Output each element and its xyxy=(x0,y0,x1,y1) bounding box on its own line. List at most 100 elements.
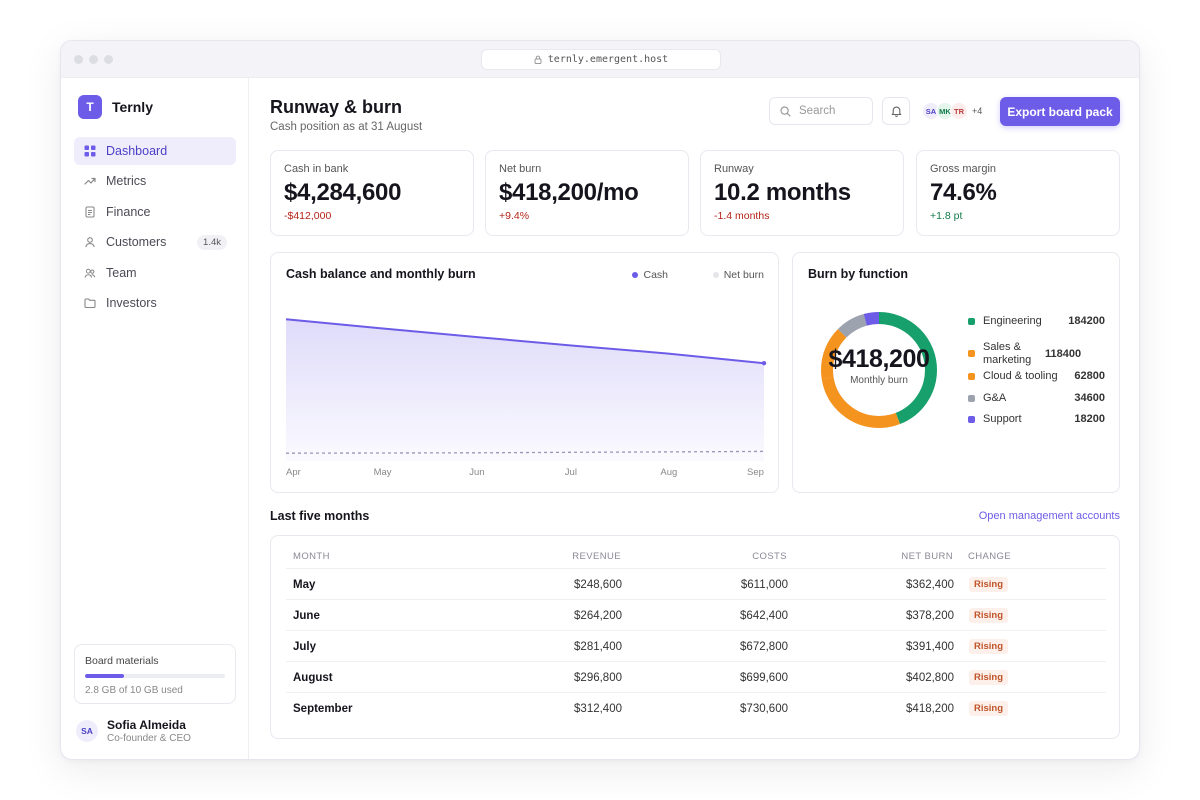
window-close-dot[interactable] xyxy=(74,55,83,64)
bell-icon xyxy=(891,106,901,117)
cell-revenue: $264,200 xyxy=(574,610,622,622)
window-zoom-dot[interactable] xyxy=(104,55,113,64)
page-subtitle: Cash position as at 31 August xyxy=(270,121,423,133)
cell-costs: $699,600 xyxy=(740,672,788,684)
export-board-pack-button[interactable]: Export board pack xyxy=(1000,97,1120,126)
user-name: Sofia Almeida xyxy=(107,718,186,732)
window-minimize-dot[interactable] xyxy=(89,55,98,64)
sidebar-item-dashboard[interactable]: Dashboard xyxy=(74,137,236,165)
legend-label: Support xyxy=(983,413,1022,425)
cell-net-burn: $391,400 xyxy=(906,641,954,653)
sidebar-item-label: Metrics xyxy=(106,174,147,189)
browser-window: ternly.emergent.host T Ternly Dashboard … xyxy=(60,40,1140,760)
donut-center-label: Monthly burn xyxy=(850,375,908,386)
column-header-month: MONTH xyxy=(293,551,330,562)
column-header-change: CHANGE xyxy=(968,551,1012,562)
table-row[interactable]: May $248,600 $611,000 $362,400 Rising xyxy=(286,568,1106,599)
avatar: MK xyxy=(936,102,954,120)
sidebar-item-metrics[interactable]: Metrics xyxy=(74,167,236,195)
open-management-accounts-link[interactable]: Open management accounts xyxy=(978,510,1120,522)
legend-swatch xyxy=(968,415,975,423)
avatar: SA xyxy=(76,720,98,742)
table-row[interactable]: June $264,200 $642,400 $378,200 Rising xyxy=(286,599,1106,630)
collaborator-avatars[interactable]: SA MK TR +4 xyxy=(922,102,982,120)
chart-title: Cash balance and monthly burn xyxy=(286,267,476,281)
sidebar-item-customers[interactable]: Customers 1.4k xyxy=(74,228,236,256)
document-icon xyxy=(85,206,95,218)
kpi-label: Net burn xyxy=(499,163,542,175)
cash-balance-chart-card: Cash balance and monthly burn Cash Net b… xyxy=(270,252,779,493)
kpi-label: Runway xyxy=(714,163,754,175)
kpi-value: $4,284,600 xyxy=(284,179,402,206)
sidebar-item-investors[interactable]: Investors xyxy=(74,289,236,317)
brand-logo: T xyxy=(78,95,102,119)
donut-slice-support[interactable] xyxy=(821,312,937,428)
page-title: Runway & burn xyxy=(270,97,403,117)
storage-usage-text: 2.8 GB of 10 GB used xyxy=(85,685,183,696)
table-row[interactable]: September $312,400 $730,600 $418,200 Ris… xyxy=(286,692,1106,723)
legend-value: 184200 xyxy=(1068,315,1105,328)
sidebar-item-label: Finance xyxy=(106,204,151,219)
kpi-delta: -$412,000 xyxy=(284,210,332,222)
legend-swatch xyxy=(968,350,975,358)
legend-value: 62800 xyxy=(1074,370,1105,383)
cash-series-line xyxy=(285,318,765,365)
main-content: Runway & burn Cash position as at 31 Aug… xyxy=(270,78,1120,759)
kpi-gross-margin: Gross margin 74.6% +1.8 pt xyxy=(916,150,1120,236)
cell-revenue: $312,400 xyxy=(574,703,622,715)
kpi-delta: +1.8 pt xyxy=(930,210,963,222)
storage-progress-bar xyxy=(85,674,225,678)
donut-slice-cloud-tooling[interactable] xyxy=(821,312,937,428)
x-tick-label: Jun xyxy=(469,467,485,478)
customers-count-badge: 1.4k xyxy=(197,235,227,251)
address-bar[interactable]: ternly.emergent.host xyxy=(481,49,721,70)
user-role: Co-founder & CEO xyxy=(107,733,191,744)
legend-swatch xyxy=(968,394,975,402)
kpi-runway: Runway 10.2 months -1.4 months xyxy=(700,150,904,236)
legend-value: 18200 xyxy=(1074,413,1105,426)
sidebar-item-team[interactable]: Team xyxy=(74,259,236,287)
avatar: TR xyxy=(950,102,968,120)
search-input[interactable]: Search xyxy=(769,97,873,125)
status-badge: Rising xyxy=(969,701,1009,716)
x-tick-label: May xyxy=(373,467,392,478)
cell-net-burn: $362,400 xyxy=(906,579,954,591)
cell-month: May xyxy=(293,579,316,591)
storage-progress-fill xyxy=(85,674,125,678)
folder-icon xyxy=(84,298,96,309)
table-section-title: Last five months xyxy=(270,509,370,523)
storage-card: Board materials 2.8 GB of 10 GB used xyxy=(74,644,236,704)
x-tick-label: Sep xyxy=(747,467,764,478)
table-row[interactable]: August $296,800 $699,600 $402,800 Rising xyxy=(286,661,1106,692)
kpi-value: 74.6% xyxy=(930,179,997,206)
sidebar-item-finance[interactable]: Finance xyxy=(74,198,236,226)
cell-month: August xyxy=(293,672,333,684)
donut-slice-sales-marketing[interactable] xyxy=(821,312,937,428)
legend-label: Cash xyxy=(643,269,668,281)
notifications-button[interactable] xyxy=(882,97,910,125)
legend-item: Cloud & tooling 62800 xyxy=(968,370,1105,383)
legend-item: Sales & marketing 118400 xyxy=(968,341,1105,366)
cell-net-burn: $418,200 xyxy=(906,703,954,715)
x-tick-label: Apr xyxy=(286,467,301,478)
x-tick-label: Jul xyxy=(564,467,577,478)
brand[interactable]: T Ternly xyxy=(78,95,153,119)
legend-label: Net burn xyxy=(723,269,764,281)
table-row[interactable]: July $281,400 $672,800 $391,400 Rising xyxy=(286,630,1106,661)
sidebar-item-label: Dashboard xyxy=(106,144,168,158)
user-profile[interactable]: SA Sofia Almeida Co-founder & CEO xyxy=(76,718,191,744)
cash-data-point xyxy=(761,360,767,366)
legend-item: G&A 34600 xyxy=(968,392,1105,405)
kpi-delta: -1.4 months xyxy=(714,210,770,222)
column-header-costs: COSTS xyxy=(752,551,787,562)
legend-item-net-burn: Net burn xyxy=(712,269,764,281)
cell-month: June xyxy=(293,610,320,622)
net-burn-series-line xyxy=(285,450,765,454)
donut-center-value: $418,200 xyxy=(828,345,930,373)
trend-icon xyxy=(84,178,96,185)
donut-chart xyxy=(821,312,937,428)
user-icon xyxy=(85,237,95,248)
brand-name: Ternly xyxy=(112,99,153,115)
legend-item-cash: Cash xyxy=(632,269,668,281)
legend-label: G&A xyxy=(983,392,1007,404)
